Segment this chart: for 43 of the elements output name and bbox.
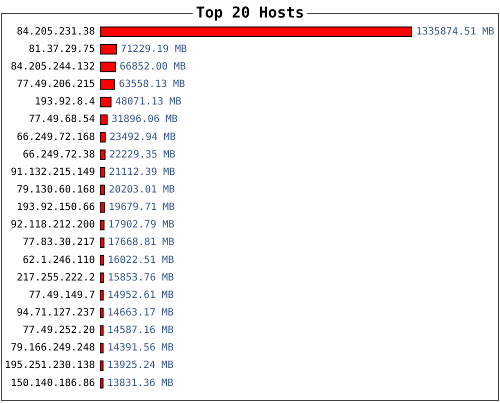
y-tick-label: 62.1.246.110 <box>22 254 95 266</box>
data-label: 16022.51 MB <box>108 254 174 266</box>
chart-title: Top 20 Hosts <box>196 3 304 22</box>
y-tick-label: 92.118.212.200 <box>10 220 95 231</box>
data-label: 22229.35 MB <box>109 149 176 160</box>
y-tick-label: 150.140.186.86 <box>10 378 95 389</box>
data-label: 63558.13 MB <box>118 79 186 90</box>
y-tick-label: 193.92.150.66 <box>16 202 95 214</box>
y-tick-label: 217.255.222.2 <box>16 272 95 284</box>
data-label: 17902.79 MB <box>108 220 174 231</box>
y-tick-label: 91.132.215.149 <box>10 166 95 178</box>
y-tick-label: 84.205.244.132 <box>10 62 95 73</box>
y-tick-label: 79.166.249.248 <box>10 342 95 354</box>
data-label: 17668.81 MB <box>108 237 174 248</box>
data-label: 66852.00 MB <box>120 62 186 73</box>
y-tick-label: 77.83.30.217 <box>22 237 95 248</box>
y-tick-label: 195.251.230.138 <box>4 360 95 372</box>
data-label: 31896.06 MB <box>111 114 178 126</box>
y-tick-label: 79.130.60.168 <box>16 184 95 196</box>
y-tick-label: 193.92.8.4 <box>34 96 95 108</box>
data-label: 48071.13 MB <box>115 96 182 108</box>
data-label: 13925.24 MB <box>107 360 174 372</box>
y-tick-label: 77.49.68.54 <box>28 114 95 126</box>
data-label: 71229.19 MB <box>120 44 187 55</box>
data-label: 14952.61 MB <box>107 290 174 301</box>
data-label: 1335874.51 MB <box>416 26 494 38</box>
data-label: 13831.36 MB <box>107 378 174 389</box>
data-label: 14391.56 MB <box>107 342 174 354</box>
y-tick-label: 94.71.127.237 <box>16 308 95 319</box>
y-tick-label: 81.37.29.75 <box>28 44 95 55</box>
y-tick-label: 77.49.252.20 <box>22 325 95 336</box>
data-label: 19679.71 MB <box>108 202 175 214</box>
data-label: 15853.76 MB <box>108 272 174 284</box>
y-tick-label: 66.249.72.168 <box>16 132 95 143</box>
data-label: 20203.01 MB <box>108 184 175 196</box>
data-label: 14587.16 MB <box>107 325 174 336</box>
data-label: 14663.17 MB <box>107 308 174 319</box>
y-tick-label: 66.249.72.38 <box>22 149 95 160</box>
y-tick-label: 77.49.206.215 <box>16 79 95 90</box>
y-tick-label: 77.49.149.7 <box>28 290 95 301</box>
data-label: 21112.39 MB <box>108 166 176 178</box>
y-tick-label: 84.205.231.38 <box>16 26 95 38</box>
data-label: 23492.94 MB <box>109 132 176 143</box>
